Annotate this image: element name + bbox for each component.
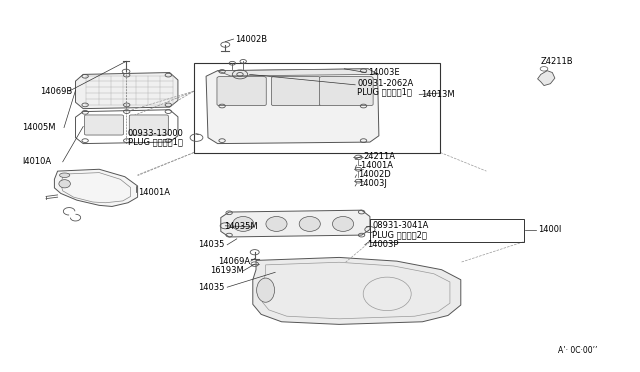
- Polygon shape: [76, 110, 178, 144]
- Text: 00933-13000: 00933-13000: [128, 129, 184, 138]
- Text: 14003E: 14003E: [368, 68, 399, 77]
- Text: l4010A: l4010A: [22, 157, 52, 166]
- Ellipse shape: [59, 180, 70, 188]
- Text: PLUG ブラグ（2）: PLUG ブラグ（2）: [372, 230, 428, 239]
- Text: 14035M: 14035M: [224, 222, 258, 231]
- Text: 14013M: 14013M: [421, 90, 455, 99]
- Text: Z4211B: Z4211B: [541, 57, 573, 66]
- Ellipse shape: [60, 173, 70, 177]
- Text: 24211A: 24211A: [364, 152, 396, 161]
- Text: 14002B: 14002B: [236, 35, 268, 44]
- Text: 1400l: 1400l: [538, 225, 561, 234]
- Text: PLUG ブラグ（1）: PLUG ブラグ（1）: [357, 88, 412, 97]
- Text: -14001A: -14001A: [358, 161, 394, 170]
- Text: 14005M: 14005M: [22, 123, 56, 132]
- Polygon shape: [221, 210, 370, 237]
- Polygon shape: [253, 257, 461, 324]
- Bar: [194, 63, 440, 153]
- Bar: [370, 219, 524, 242]
- FancyBboxPatch shape: [217, 77, 266, 106]
- FancyBboxPatch shape: [129, 115, 168, 135]
- Text: PLUG ブラグ（1）: PLUG ブラグ（1）: [128, 138, 183, 147]
- FancyBboxPatch shape: [271, 77, 321, 106]
- FancyBboxPatch shape: [84, 115, 124, 135]
- Polygon shape: [218, 69, 379, 76]
- Ellipse shape: [233, 217, 253, 231]
- Ellipse shape: [300, 217, 321, 231]
- Ellipse shape: [257, 278, 275, 302]
- Text: 14003J: 14003J: [358, 179, 387, 188]
- Polygon shape: [538, 71, 555, 86]
- FancyBboxPatch shape: [319, 77, 373, 106]
- Ellipse shape: [333, 217, 354, 231]
- Text: 14069B: 14069B: [40, 87, 72, 96]
- Text: 16193M: 16193M: [210, 266, 244, 275]
- Text: 00931-2062A: 00931-2062A: [357, 79, 413, 88]
- Text: 14035: 14035: [198, 240, 225, 249]
- Text: 14035: 14035: [198, 283, 225, 292]
- Text: 14003P: 14003P: [367, 240, 398, 249]
- Text: 14001A: 14001A: [138, 188, 170, 197]
- Text: 08931-3041A: 08931-3041A: [372, 221, 429, 230]
- Polygon shape: [76, 73, 178, 109]
- Text: A’· 0C·00’’: A’· 0C·00’’: [558, 346, 598, 355]
- Text: 14002D: 14002D: [358, 170, 391, 179]
- Ellipse shape: [266, 217, 287, 231]
- Polygon shape: [54, 169, 138, 206]
- Text: 14069A: 14069A: [218, 257, 250, 266]
- Polygon shape: [206, 69, 379, 144]
